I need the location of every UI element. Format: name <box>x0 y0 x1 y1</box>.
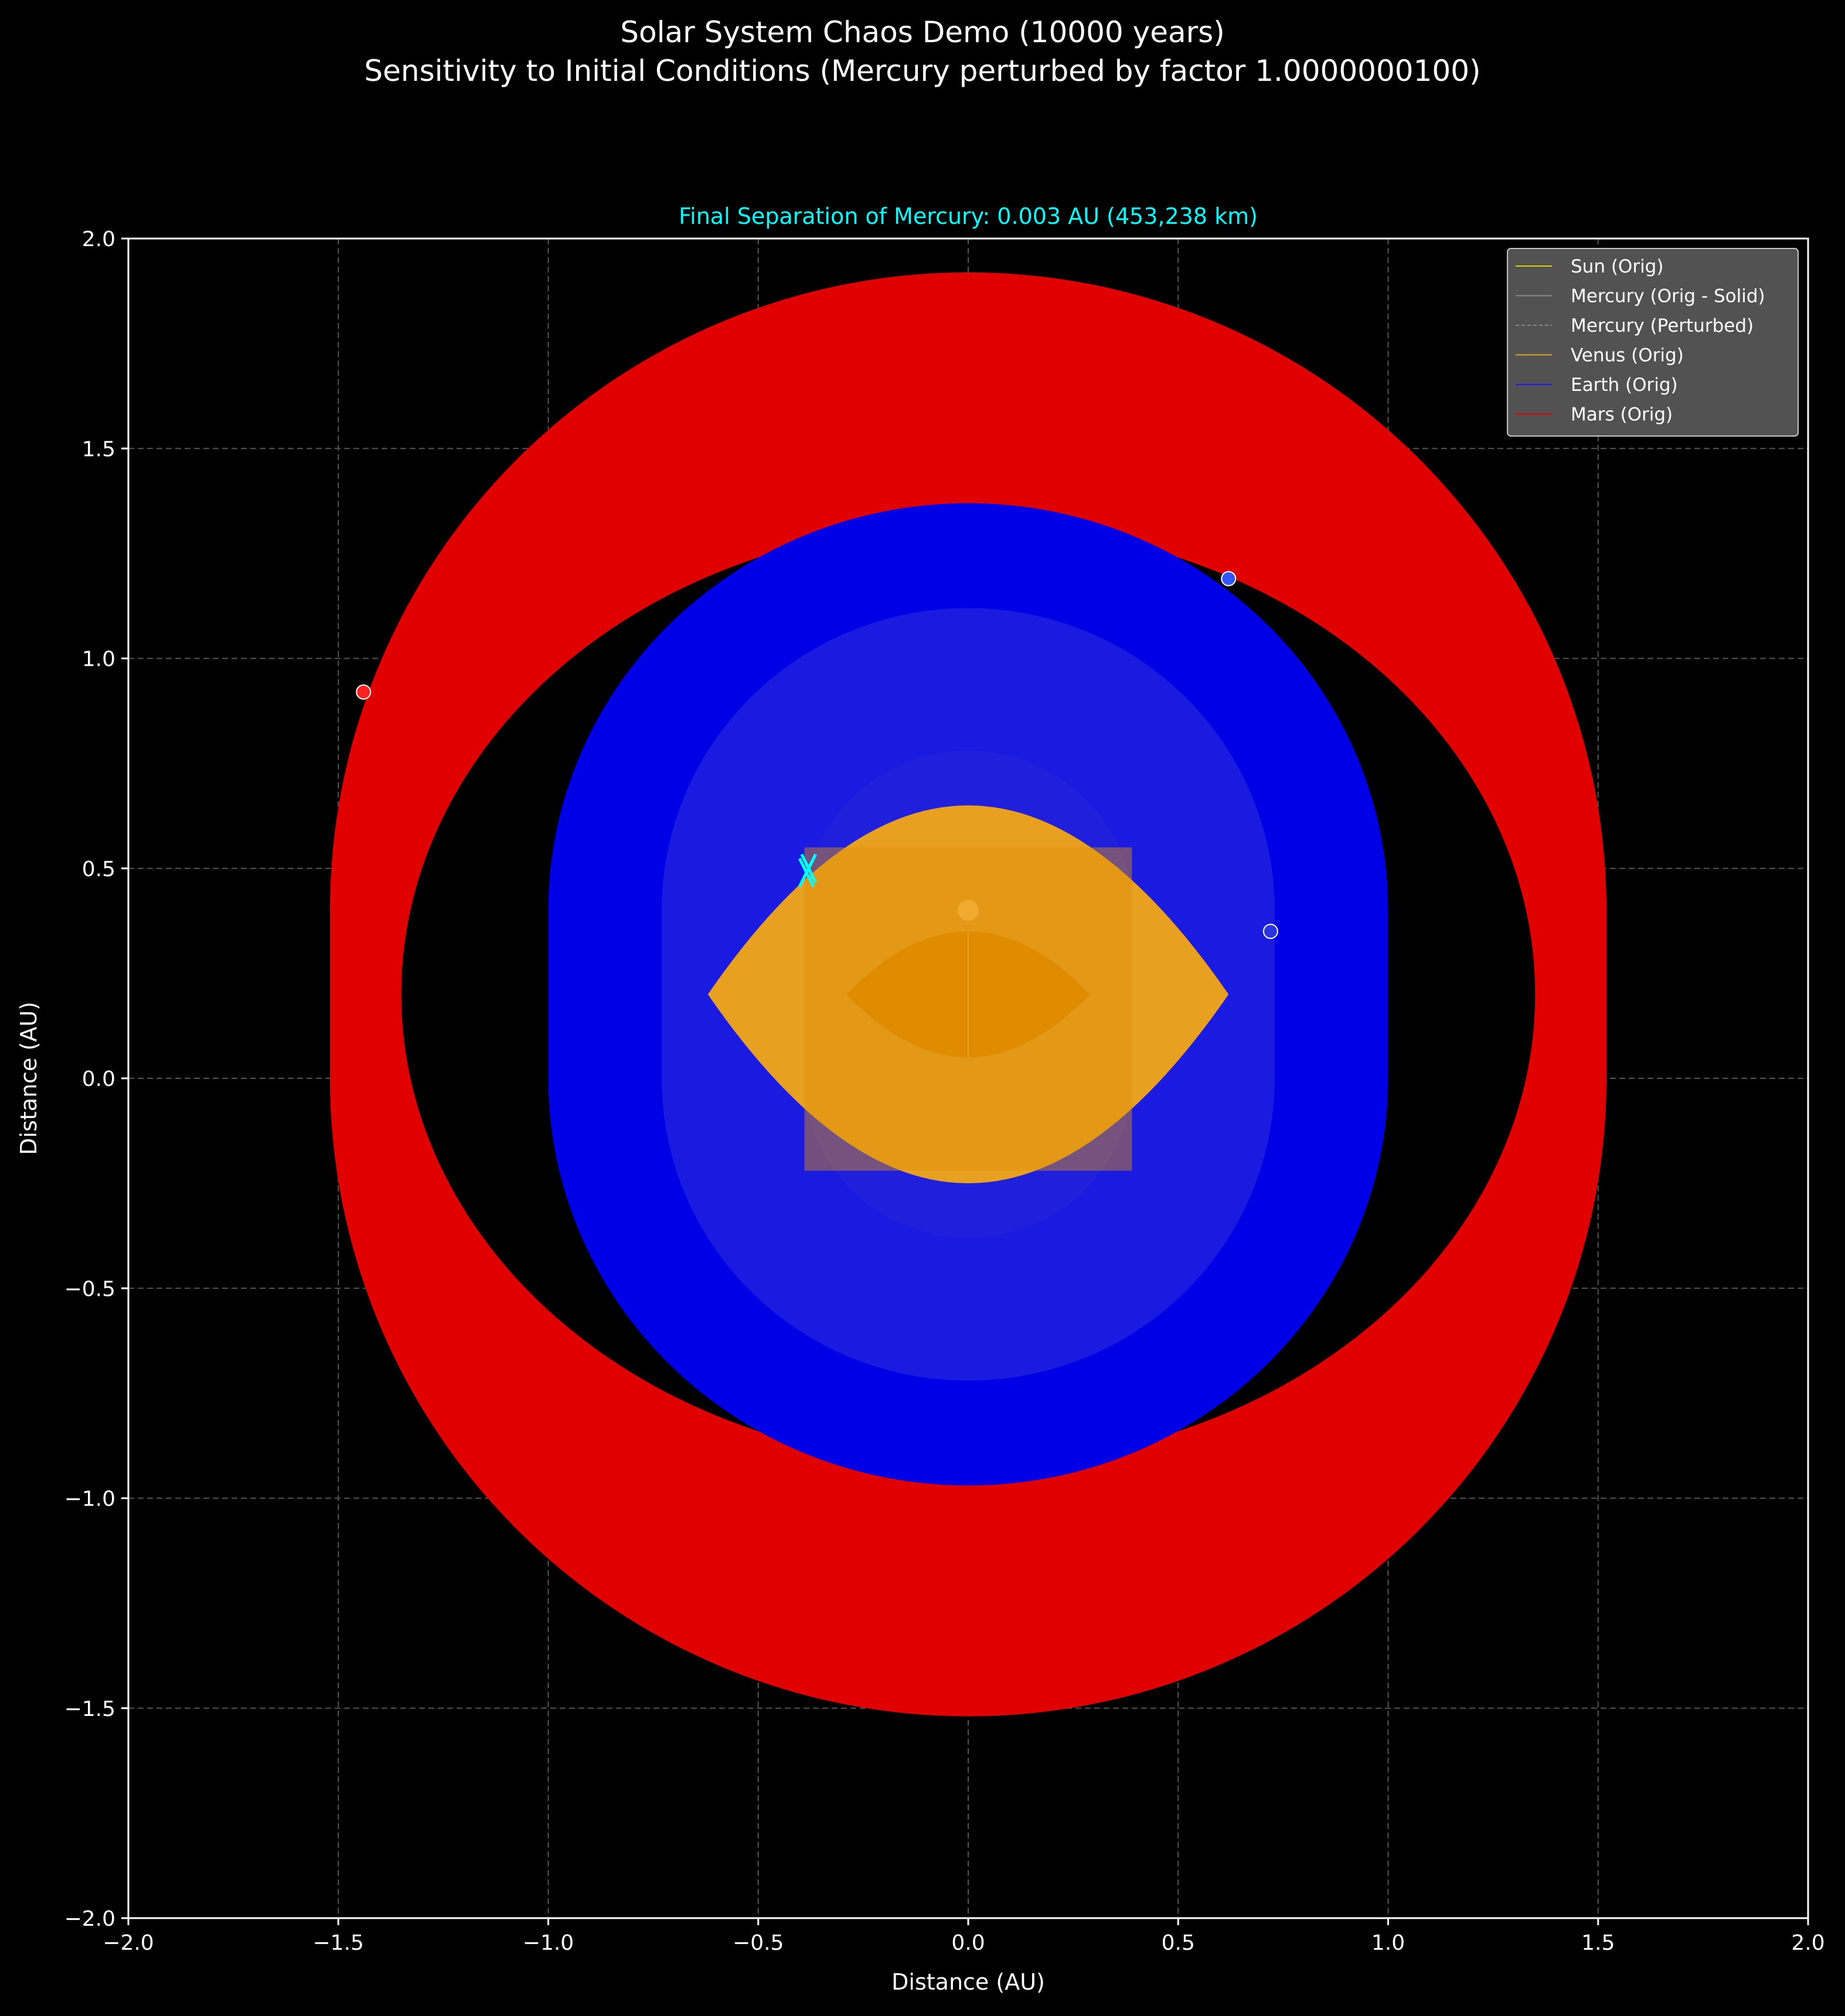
x-tick-label-6: 1.0 <box>1371 1931 1405 1955</box>
x-tick-label-8: 2.0 <box>1791 1931 1824 1955</box>
chart-title: Solar System Chaos Demo (10000 years) <box>620 15 1224 49</box>
chart-subtitle: Sensitivity to Initial Conditions (Mercu… <box>364 54 1480 88</box>
x-tick-label-1: −1.5 <box>313 1931 364 1955</box>
marker-mercury-perturbed-x <box>800 853 817 883</box>
legend-label-3: Venus (Orig) <box>1571 345 1684 366</box>
y-tick-label-6: 1.0 <box>82 648 115 672</box>
marker-mercury-perturbed-x-stroke-b <box>800 853 817 883</box>
y-tick-label-4: 0.0 <box>82 1067 115 1091</box>
y-tick-label-2: −1.0 <box>64 1487 115 1511</box>
x-tick-label-3: −0.5 <box>733 1931 784 1955</box>
y-axis-label: Distance (AU) <box>16 1002 42 1155</box>
x-axis-label: Distance (AU) <box>891 1969 1045 1995</box>
legend-label-0: Sun (Orig) <box>1571 256 1663 277</box>
legend: Sun (Orig) Mercury (Orig - Solid) Mercury … <box>1507 248 1799 437</box>
x-tick-label-2: −1.0 <box>523 1931 574 1955</box>
y-tick-label-7: 1.5 <box>82 437 115 461</box>
legend-label-1: Mercury (Orig - Solid) <box>1571 286 1765 307</box>
marker-venus-final <box>1262 924 1278 939</box>
y-tick-label-3: −0.5 <box>64 1277 115 1301</box>
marker-layer <box>356 571 1278 939</box>
legend-label-2: Mercury (Perturbed) <box>1571 315 1754 336</box>
legend-label-4: Earth (Orig) <box>1571 374 1678 396</box>
x-tick-label-4: 0.0 <box>951 1931 985 1955</box>
axes-title: Final Separation of Mercury: 0.003 AU (4… <box>679 203 1258 229</box>
y-tick-label-0: −2.0 <box>64 1907 115 1931</box>
y-tick-label-5: 0.5 <box>82 857 115 881</box>
legend-label-5: Mars (Orig) <box>1571 404 1673 425</box>
y-tick-label-8: 2.0 <box>82 227 115 251</box>
x-tick-label-0: −2.0 <box>103 1931 154 1955</box>
marker-earth-final <box>1221 571 1237 587</box>
x-tick-label-5: 0.5 <box>1162 1931 1195 1955</box>
series-layer <box>329 272 1607 1717</box>
axis-ticks: −2.0 −1.5 −1.0 −0.5 0.0 0.5 1.0 1.5 2.0 −2.0 −1.5 −… <box>64 227 1825 1955</box>
y-tick-label-1: −1.5 <box>64 1697 115 1721</box>
marker-sun-final <box>958 900 979 921</box>
marker-mars-final <box>356 684 372 700</box>
legend-box <box>1507 248 1799 437</box>
x-tick-label-7: 1.5 <box>1581 1931 1615 1955</box>
